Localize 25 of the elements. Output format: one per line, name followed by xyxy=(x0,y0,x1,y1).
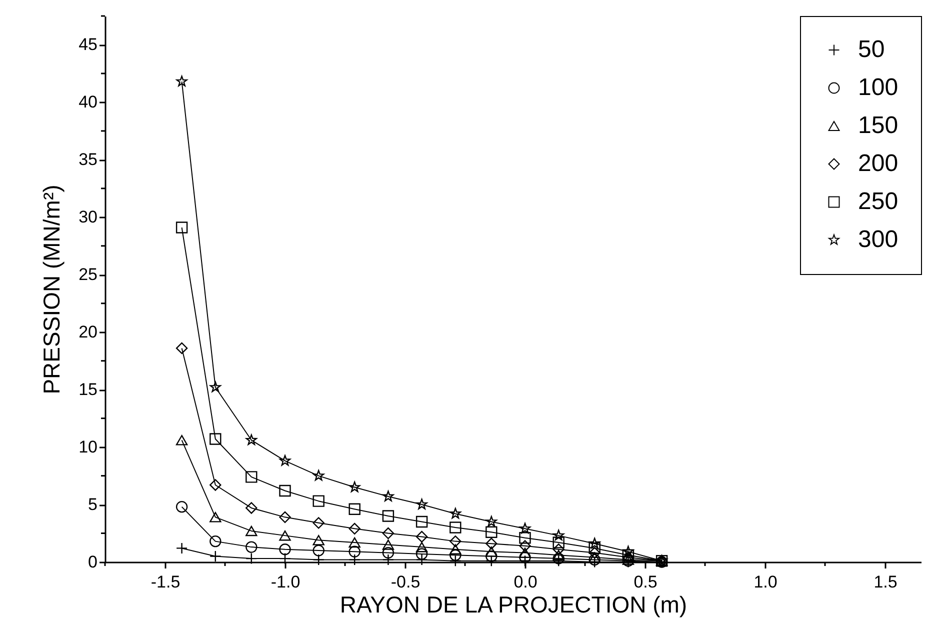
y-axis-title: PRESSION (MN/m²) xyxy=(38,184,65,394)
y-tick-label: 35 xyxy=(78,150,98,170)
legend-label: 100 xyxy=(858,74,898,101)
x-tick-label: 0.0 xyxy=(514,572,538,592)
y-tick-label: 40 xyxy=(78,92,98,112)
legend-label: 300 xyxy=(858,226,898,253)
y-tick-label: 10 xyxy=(78,438,98,457)
y-tick-label: 30 xyxy=(78,208,98,227)
y-tick-label: 25 xyxy=(78,265,98,284)
x-tick-label: 0.5 xyxy=(634,572,658,592)
x-tick-label: -0.5 xyxy=(390,572,420,592)
x-tick-label: 1.0 xyxy=(754,572,778,592)
legend-label: 50 xyxy=(858,36,885,63)
y-tick-label: 15 xyxy=(78,380,98,400)
x-tick-label: -1.0 xyxy=(270,572,300,592)
x-tick-label: 1.5 xyxy=(874,572,898,592)
x-axis-title: RAYON DE LA PROJECTION (m) xyxy=(340,592,688,618)
y-tick-label: 45 xyxy=(78,35,98,54)
y-tick-label: 0 xyxy=(88,552,98,572)
y-tick-label: 20 xyxy=(78,322,98,342)
x-tick-label: -1.5 xyxy=(150,572,180,592)
y-tick-label: 5 xyxy=(88,495,98,514)
legend-label: 200 xyxy=(858,150,898,177)
legend-label: 150 xyxy=(858,112,898,139)
legend-label: 250 xyxy=(858,188,898,215)
